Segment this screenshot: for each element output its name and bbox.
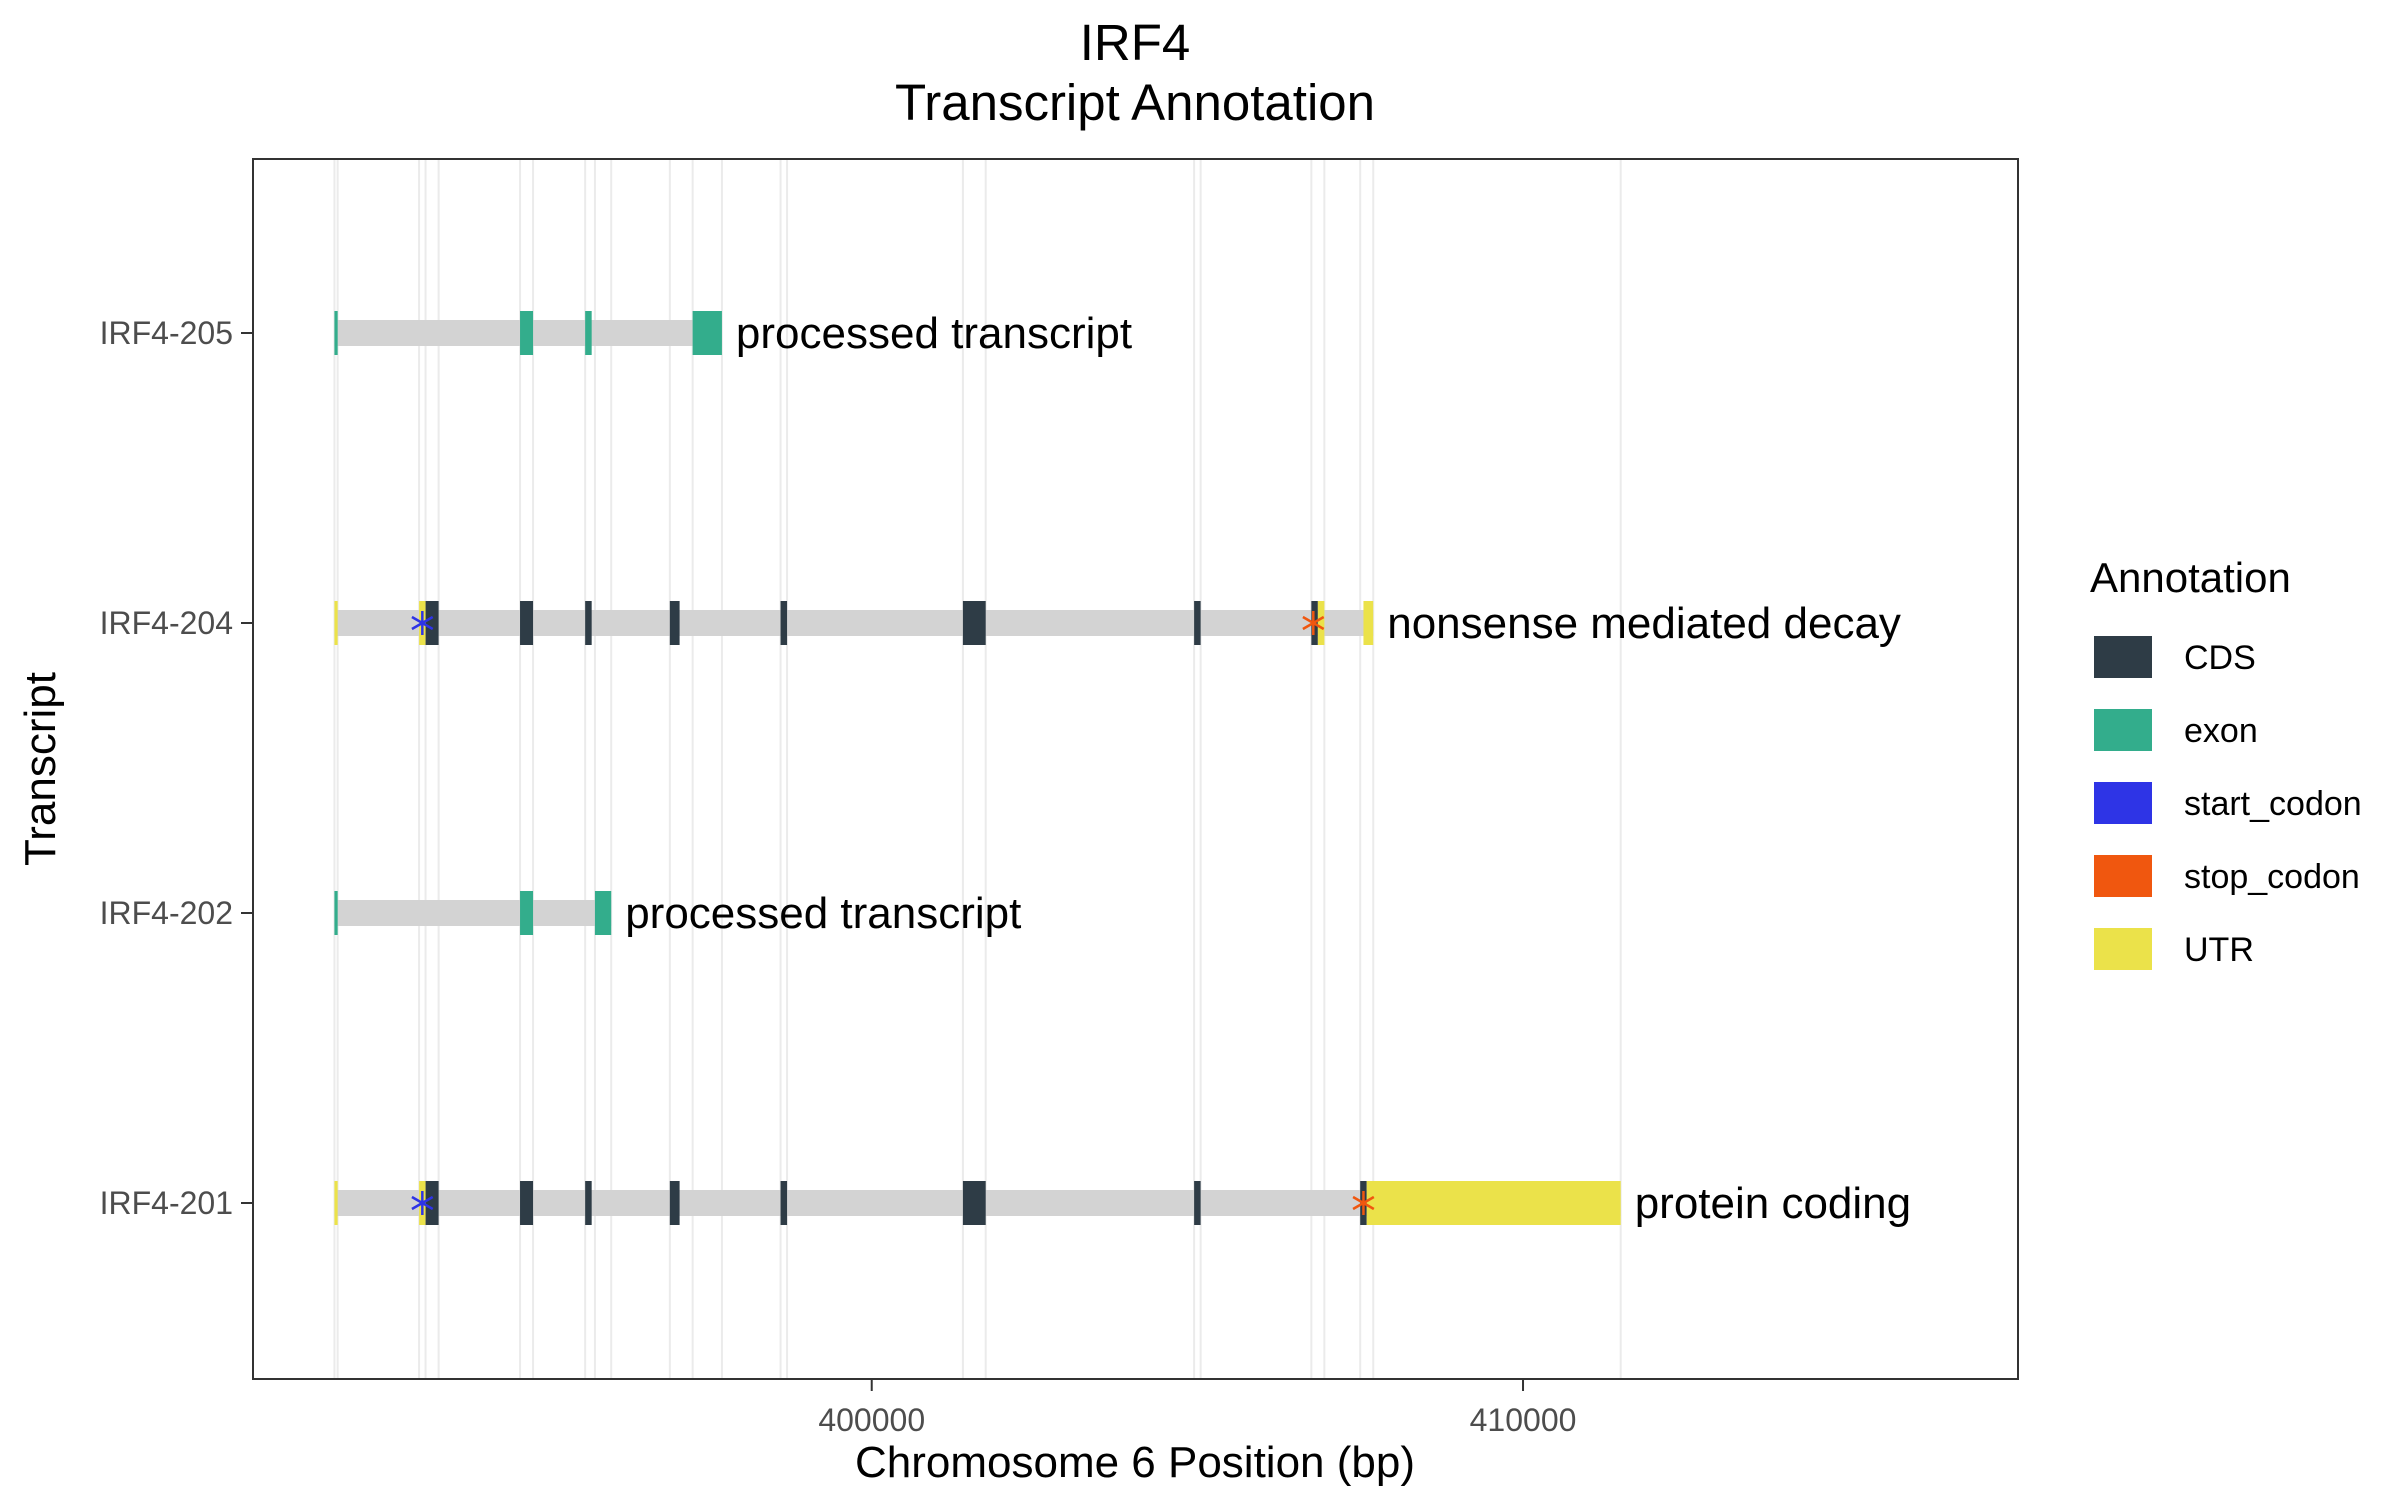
legend-title: Annotation <box>2090 554 2291 601</box>
cds-block <box>425 1181 439 1225</box>
cds-block <box>1194 601 1201 645</box>
codon-markers <box>411 611 1375 1215</box>
biotype-labels: processed transcript nonsense mediated de… <box>625 309 1911 1228</box>
feature-blocks <box>334 311 1621 1225</box>
y-tick-label: IRF4-205 <box>100 315 233 351</box>
intron-line <box>334 610 1374 636</box>
legend: Annotation CDS exon start_codon stop_codon U… <box>2090 554 2362 970</box>
codon-stroke <box>1302 615 1325 631</box>
cds-block <box>425 601 439 645</box>
legend-label-UTR: UTR <box>2184 931 2254 969</box>
y-tick-label: IRF4-204 <box>100 605 233 641</box>
biotype-label: processed transcript <box>736 309 1132 358</box>
legend-key-start-codon <box>2094 782 2152 824</box>
cds-block <box>962 601 986 645</box>
utr-block <box>1366 1181 1621 1225</box>
plot-panel-border <box>252 158 2019 1380</box>
exon-block <box>692 311 722 355</box>
exon-block <box>334 311 338 355</box>
stop-codon-marker <box>1352 1191 1375 1215</box>
cds-block <box>962 1181 986 1225</box>
x-tick-label: 400000 <box>818 1402 925 1438</box>
x-axis-title: Chromosome 6 Position (bp) <box>855 1438 1415 1487</box>
cds-block <box>520 1181 534 1225</box>
utr-block <box>1317 601 1325 645</box>
chart-title-line-2: Transcript Annotation <box>895 74 1375 131</box>
intron-lines <box>334 320 1621 1216</box>
utr-block <box>1363 601 1374 645</box>
codon-stroke <box>411 1195 434 1211</box>
cds-block <box>780 1181 788 1225</box>
exon-block <box>520 891 534 935</box>
legend-label-stop-codon: stop_codon <box>2184 858 2360 896</box>
exon-block <box>594 891 612 935</box>
chart-title-line-1: IRF4 <box>1080 14 1191 71</box>
legend-label-start-codon: start_codon <box>2184 785 2362 823</box>
utr-block <box>334 601 338 645</box>
gridlines <box>333 159 1622 1379</box>
cds-block <box>520 601 534 645</box>
y-tick-label: IRF4-201 <box>100 1185 233 1221</box>
exon-block <box>585 311 592 355</box>
legend-key-stop-codon <box>2094 855 2152 897</box>
stop-codon-marker <box>1302 611 1325 635</box>
legend-entries: CDS exon start_codon stop_codon UTR <box>2094 636 2362 970</box>
biotype-label: processed transcript <box>625 889 1021 938</box>
codon-stroke <box>1352 1195 1375 1211</box>
biotype-label: protein coding <box>1635 1179 1911 1228</box>
start-codon-marker <box>411 1191 434 1215</box>
cds-block <box>585 1181 592 1225</box>
start-codon-marker <box>411 611 434 635</box>
x-axis: 400000 410000 <box>818 1379 1576 1438</box>
codon-stroke <box>411 615 434 631</box>
y-tick-label: IRF4-202 <box>100 895 233 931</box>
legend-key-exon <box>2094 709 2152 751</box>
y-axis: IRF4-205 IRF4-204 IRF4-202 IRF4-201 <box>100 315 253 1221</box>
cds-block <box>585 601 592 645</box>
cds-block <box>669 1181 680 1225</box>
exon-block <box>520 311 534 355</box>
intron-line <box>334 900 612 926</box>
cds-block <box>780 601 788 645</box>
legend-key-CDS <box>2094 636 2152 678</box>
exon-block <box>334 891 338 935</box>
biotype-label: nonsense mediated decay <box>1387 599 1901 648</box>
cds-block <box>669 601 680 645</box>
cds-block <box>1194 1181 1201 1225</box>
y-axis-title: Transcript <box>16 672 65 866</box>
x-tick-label: 410000 <box>1470 1402 1577 1438</box>
legend-key-UTR <box>2094 928 2152 970</box>
legend-label-CDS: CDS <box>2184 639 2256 677</box>
legend-label-exon: exon <box>2184 712 2258 750</box>
utr-block <box>334 1181 338 1225</box>
chart-title: IRF4 Transcript Annotation <box>895 14 1375 131</box>
